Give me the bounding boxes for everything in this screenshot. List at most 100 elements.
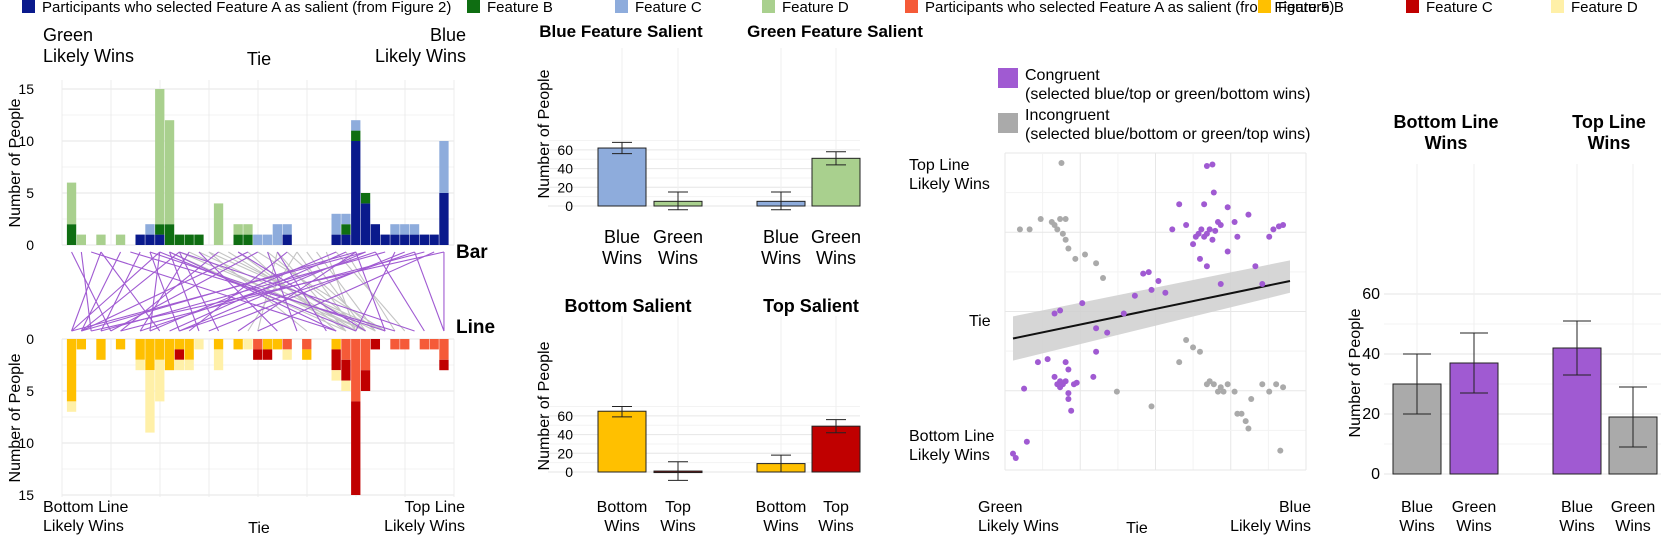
scatter-point-incongruent — [1190, 344, 1197, 351]
group-title: Blue Feature Salient — [539, 22, 703, 41]
side-label: Bar — [456, 242, 488, 263]
y-tick-label: 60 — [557, 408, 573, 424]
x-category-label: Top Line Likely Wins — [384, 499, 465, 535]
histogram-bar — [360, 203, 371, 245]
scatter-point-congruent — [1190, 241, 1197, 248]
histogram-bar — [272, 224, 283, 245]
scatter-point-congruent — [1065, 396, 1072, 402]
legend-swatch — [998, 113, 1018, 133]
connector-line — [355, 251, 386, 332]
y-tick-label: 40 — [557, 427, 573, 443]
legend-swatch — [615, 0, 628, 13]
scatter-point-congruent — [1145, 269, 1152, 276]
y-tick-label: 20 — [557, 445, 573, 461]
histogram-bar — [439, 359, 449, 371]
histogram-bar — [419, 339, 430, 350]
connector-line — [179, 251, 415, 332]
histogram-bar — [155, 224, 165, 235]
scatter-point-incongruent — [1266, 388, 1273, 395]
x-category-label: Top Wins — [818, 499, 854, 535]
histogram-bar — [174, 349, 185, 360]
x-category-label: Blue Wins — [761, 227, 801, 268]
legend-swatch — [1258, 0, 1271, 13]
connector-line — [81, 251, 180, 332]
histogram-bar — [253, 234, 263, 245]
x-category-label: Bottom Line Likely Wins — [43, 499, 128, 535]
scatter-point-congruent — [1217, 221, 1224, 228]
legend-swatch — [905, 0, 918, 13]
histogram-bar — [390, 224, 400, 235]
histogram-bar — [341, 234, 351, 245]
scatter-point-congruent — [1234, 233, 1241, 240]
scatter-point-incongruent — [1113, 388, 1120, 395]
legend-label: Congruent (selected blue/top or green/bot… — [1025, 67, 1310, 103]
x-category-label: Green Likely Wins — [978, 499, 1059, 535]
bar — [597, 147, 647, 207]
histogram-bar — [341, 339, 351, 360]
connector-line — [71, 251, 102, 332]
y-tick-label: 15 — [18, 487, 34, 503]
scatter-point-congruent — [1201, 201, 1208, 208]
x-category-label: Blue Likely Wins — [1230, 499, 1311, 535]
scatter-point-congruent — [1012, 455, 1019, 461]
histogram-bar — [253, 349, 263, 360]
histogram-bar — [76, 234, 87, 245]
scatter-point-congruent — [1252, 263, 1259, 270]
group-title: Top Salient — [763, 296, 859, 316]
histogram-bar — [66, 182, 77, 225]
scatter-point-incongruent — [1273, 381, 1280, 388]
scatter-point-congruent — [1196, 255, 1203, 262]
histogram-bar — [390, 339, 400, 350]
connector-line — [188, 251, 288, 332]
histogram-bar — [145, 224, 155, 235]
scatter-point-incongruent — [1238, 410, 1245, 417]
connector-line — [257, 251, 435, 332]
scatter-point-congruent — [1224, 204, 1231, 211]
x-category-label: Tie — [248, 520, 270, 535]
y-tick-label: 0 — [1371, 466, 1380, 483]
scatter-point-congruent — [1073, 379, 1080, 386]
scatter-point-congruent — [1068, 407, 1075, 414]
connector-line — [71, 251, 161, 332]
x-category-label: Blue Wins — [602, 227, 642, 268]
histogram-bar — [331, 234, 341, 245]
scatter-point-incongruent — [1259, 381, 1266, 388]
histogram-bar — [174, 234, 185, 245]
scatter-point-congruent — [1021, 385, 1028, 392]
y-axis-label: Number of People — [536, 341, 553, 470]
histogram-bar — [233, 339, 243, 350]
histogram-bar — [243, 234, 253, 245]
histogram-bar — [302, 339, 312, 350]
connector-line — [120, 251, 219, 332]
histogram-bar — [96, 234, 106, 245]
scatter-panel: Congruent (selected blue/top or green/bot… — [909, 67, 1311, 535]
x-category-label: Green Likely Wins — [43, 25, 134, 66]
y-tick-label: 5 — [26, 383, 34, 399]
scatter-point-congruent — [1079, 300, 1086, 307]
y-category-label: Top Line Likely Wins — [909, 157, 990, 193]
scatter-point-congruent — [1203, 162, 1210, 169]
scatter-point-incongruent — [1214, 388, 1221, 395]
legend-swatch — [1551, 0, 1564, 13]
scatter-point-incongruent — [1245, 425, 1252, 432]
histogram-bar — [331, 213, 341, 235]
histogram-bar — [341, 213, 351, 225]
scatter-point-congruent — [1062, 359, 1069, 366]
y-tick-label: 40 — [1362, 346, 1380, 363]
scatter-point-congruent — [1090, 373, 1097, 380]
scatter-point-congruent — [1062, 378, 1069, 385]
connector-line — [276, 251, 327, 332]
histogram-bar — [380, 234, 390, 245]
histogram-bar — [400, 224, 410, 235]
histogram-bar — [243, 224, 253, 235]
histogram-bar — [174, 339, 185, 350]
histogram-bar — [184, 339, 194, 360]
scatter-point-congruent — [1155, 278, 1162, 284]
scatter-point-incongruent — [1093, 260, 1100, 267]
histogram-bar — [96, 339, 106, 360]
y-tick-label: 20 — [1362, 406, 1380, 423]
histogram-bar — [331, 370, 341, 381]
legend-label: Feature B — [1278, 0, 1344, 16]
group-title: Top Line Wins — [1572, 112, 1646, 153]
scatter-point-congruent — [1270, 226, 1277, 233]
